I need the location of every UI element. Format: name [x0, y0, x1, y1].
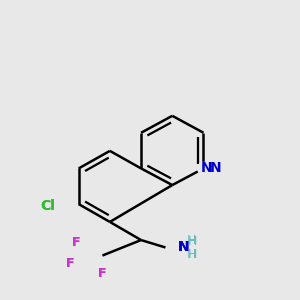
Text: F: F — [65, 257, 74, 270]
Text: N: N — [210, 161, 222, 176]
Circle shape — [39, 198, 56, 215]
Circle shape — [166, 243, 179, 256]
Circle shape — [71, 238, 80, 247]
Text: Cl: Cl — [40, 200, 55, 214]
Text: H: H — [187, 234, 196, 247]
Text: H: H — [188, 235, 197, 248]
Text: N: N — [178, 240, 189, 254]
Text: N: N — [178, 240, 189, 254]
Circle shape — [98, 268, 107, 278]
Text: F: F — [65, 257, 74, 270]
Text: H: H — [188, 248, 197, 261]
Text: F: F — [71, 236, 80, 249]
Text: H: H — [187, 248, 196, 260]
Text: F: F — [98, 267, 107, 280]
Circle shape — [65, 259, 74, 268]
Text: N: N — [201, 161, 212, 176]
Text: F: F — [71, 236, 80, 249]
Circle shape — [198, 163, 209, 174]
Text: F: F — [98, 267, 107, 280]
Text: Cl: Cl — [40, 200, 55, 214]
